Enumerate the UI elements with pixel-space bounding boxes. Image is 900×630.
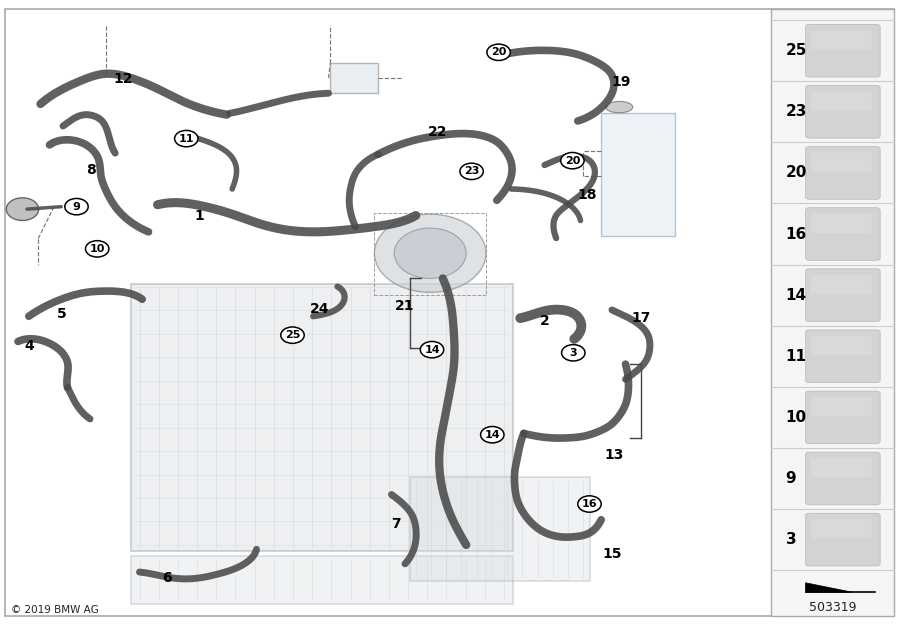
Text: 16: 16 [786,227,807,241]
FancyBboxPatch shape [811,336,872,355]
Text: 10: 10 [89,244,105,254]
Bar [410,477,590,581]
Circle shape [65,198,88,215]
Bar [771,9,894,616]
Circle shape [6,198,39,220]
Text: © 2019 BMW AG: © 2019 BMW AG [11,605,99,615]
Circle shape [175,130,198,147]
Text: 3: 3 [570,348,577,358]
Text: 21: 21 [395,299,415,312]
Text: 7: 7 [392,517,400,531]
Bar [130,556,513,604]
FancyBboxPatch shape [811,30,872,50]
FancyBboxPatch shape [811,458,872,478]
Text: 17: 17 [631,311,651,325]
FancyBboxPatch shape [811,397,872,416]
Text: 20: 20 [786,166,807,180]
Text: 12: 12 [113,72,133,86]
Text: 14: 14 [424,345,440,355]
FancyBboxPatch shape [806,208,880,260]
Circle shape [481,427,504,443]
Text: 14: 14 [786,288,806,302]
Text: 23: 23 [464,166,480,176]
Polygon shape [330,63,378,93]
Polygon shape [806,583,852,592]
Text: 25: 25 [786,43,807,58]
Text: 6: 6 [162,571,171,585]
Text: 9: 9 [786,471,796,486]
Circle shape [460,163,483,180]
FancyBboxPatch shape [811,152,872,172]
Circle shape [394,228,466,278]
Bar [130,284,513,551]
Circle shape [578,496,601,512]
FancyBboxPatch shape [806,25,880,77]
FancyBboxPatch shape [811,275,872,294]
FancyBboxPatch shape [806,147,880,199]
Text: 5: 5 [58,307,67,321]
Text: 11: 11 [178,134,194,144]
FancyBboxPatch shape [806,452,880,505]
Polygon shape [601,113,675,236]
Text: 15: 15 [602,547,622,561]
Text: 19: 19 [611,75,631,89]
Text: 16: 16 [581,499,598,509]
FancyBboxPatch shape [806,86,880,138]
Text: 9: 9 [73,202,80,212]
Text: 8: 8 [86,163,95,177]
FancyBboxPatch shape [806,391,880,444]
Text: 22: 22 [428,125,447,139]
FancyBboxPatch shape [806,513,880,566]
Text: 503319: 503319 [809,602,856,614]
Text: 14: 14 [484,430,500,440]
Text: 20: 20 [564,156,580,166]
Text: 2: 2 [540,314,549,328]
Ellipse shape [606,101,633,113]
FancyBboxPatch shape [806,330,880,382]
Text: 10: 10 [786,410,806,425]
Text: 18: 18 [577,188,597,202]
Text: 24: 24 [310,302,329,316]
Circle shape [561,152,584,169]
Text: 20: 20 [491,47,507,57]
Circle shape [374,214,486,292]
FancyBboxPatch shape [811,91,872,111]
FancyBboxPatch shape [811,519,872,539]
Text: 25: 25 [284,330,301,340]
FancyBboxPatch shape [806,269,880,321]
Text: 3: 3 [786,532,796,547]
Text: 4: 4 [24,340,33,353]
Text: 1: 1 [195,209,204,223]
Circle shape [487,44,510,60]
Circle shape [86,241,109,257]
Circle shape [562,345,585,361]
Text: 11: 11 [786,349,806,364]
Circle shape [281,327,304,343]
Circle shape [420,341,444,358]
FancyBboxPatch shape [811,214,872,233]
Text: 13: 13 [604,448,624,462]
Text: 23: 23 [786,105,807,119]
